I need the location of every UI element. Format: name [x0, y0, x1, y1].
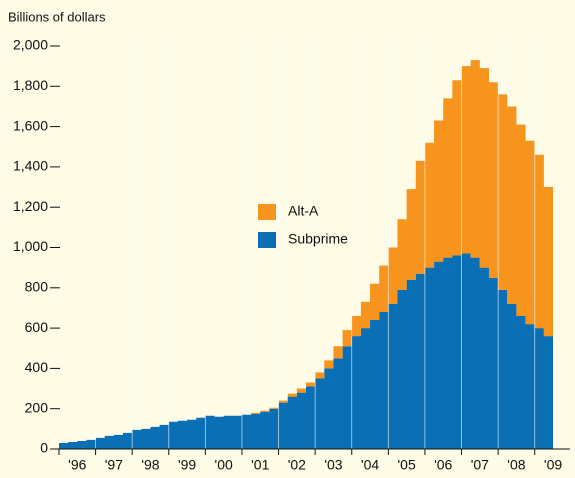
area — [58, 253, 554, 449]
x-tick-label: '04 — [361, 457, 379, 473]
y-tick-label: 1,800 — [13, 77, 48, 93]
y-tick-label: 1,000 — [13, 238, 48, 254]
y-axis-label: Billions of dollars — [8, 9, 106, 24]
y-tick-label: 2,000 — [13, 37, 48, 53]
y-tick-label: 1,400 — [13, 158, 48, 174]
x-tick-label: '03 — [324, 457, 342, 473]
x-tick-label: '96 — [68, 457, 86, 473]
legend-swatch — [258, 232, 276, 248]
x-tick-label: '99 — [178, 457, 196, 473]
y-tick-label: 1,200 — [13, 198, 48, 214]
x-tick-label: '97 — [105, 457, 123, 473]
y-tick-label: 800 — [25, 279, 49, 295]
x-tick-label: '00 — [215, 457, 233, 473]
y-tick-label: 200 — [25, 399, 49, 415]
legend-swatch — [258, 204, 276, 220]
x-tick-label: '08 — [507, 457, 525, 473]
legend-label: Subprime — [288, 231, 348, 247]
x-tick-label: '09 — [544, 457, 562, 473]
x-tick-label: '07 — [471, 457, 489, 473]
y-tick-label: 600 — [25, 319, 49, 335]
x-tick-label: '98 — [141, 457, 159, 473]
y-tick-label: 400 — [25, 359, 49, 375]
y-tick-label: 0 — [40, 440, 48, 456]
x-tick-label: '06 — [434, 457, 452, 473]
y-tick-label: 1,600 — [13, 117, 48, 133]
area — [58, 60, 554, 443]
x-tick-label: '01 — [251, 457, 269, 473]
x-tick-label: '02 — [288, 457, 306, 473]
legend-label: Alt-A — [288, 203, 319, 219]
x-tick-label: '05 — [398, 457, 416, 473]
